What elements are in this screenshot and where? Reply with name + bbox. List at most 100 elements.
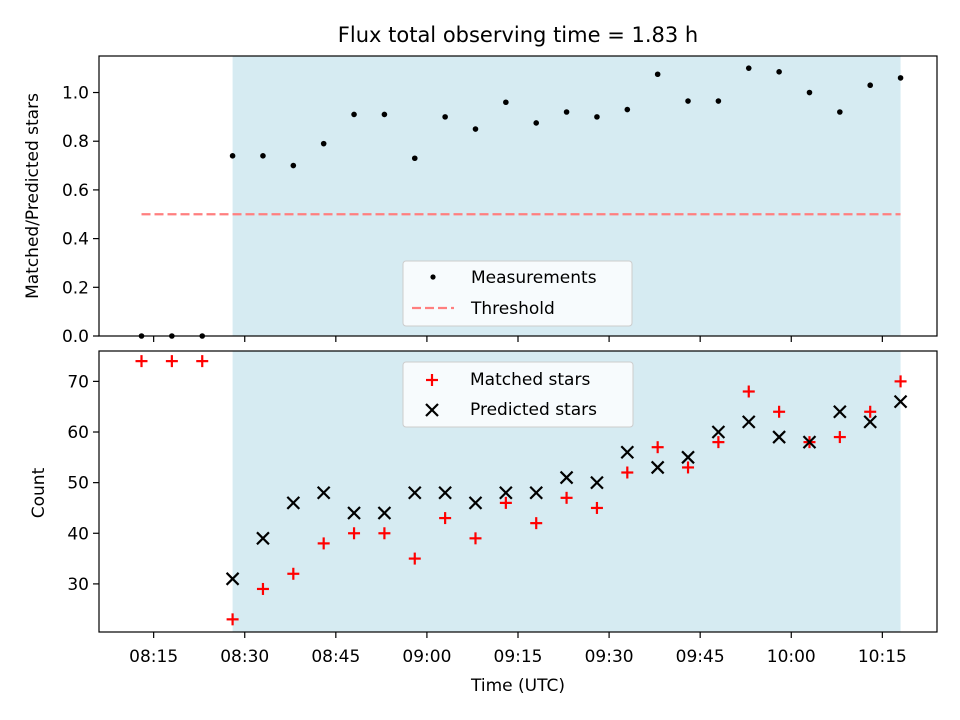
measurement-point bbox=[776, 69, 782, 75]
bottom-y-tick-label: 70 bbox=[67, 372, 89, 392]
matched-star-point bbox=[530, 517, 543, 530]
x-tick-label: 09:00 bbox=[402, 647, 451, 667]
matched-star-point bbox=[560, 491, 573, 504]
top-y-tick-label: 0.0 bbox=[62, 327, 89, 347]
predicted-star-point bbox=[711, 425, 726, 439]
measurement-point bbox=[381, 111, 388, 118]
top-legend: Measurements Threshold bbox=[402, 260, 633, 327]
top-y-tick-label: 0.8 bbox=[62, 132, 89, 152]
matched-star-point bbox=[682, 461, 695, 474]
bottom-legend-box bbox=[402, 361, 634, 428]
top-y-tick-label: 0.4 bbox=[62, 230, 89, 250]
measurement-point bbox=[867, 82, 874, 89]
matched-star-point bbox=[165, 355, 178, 368]
predicted-star-point bbox=[529, 485, 543, 500]
measurement-point bbox=[685, 98, 691, 104]
predicted-star-point bbox=[590, 475, 604, 490]
top-y-tick-label: 1.0 bbox=[62, 84, 89, 104]
top-y-axis-label: Matched/Predicted stars bbox=[23, 93, 43, 299]
matched-star-point bbox=[712, 436, 725, 449]
predicted-star-point bbox=[559, 470, 574, 485]
measurement-point bbox=[837, 109, 843, 115]
predicted-star-point bbox=[650, 460, 665, 475]
measurement-point bbox=[411, 155, 418, 162]
measurement-point bbox=[320, 140, 327, 147]
measurement-point bbox=[745, 65, 752, 71]
legend-measurements-label: Measurements bbox=[471, 268, 597, 288]
predicted-star-point bbox=[347, 506, 361, 520]
predicted-star-point bbox=[438, 485, 452, 500]
matched-star-point bbox=[469, 532, 482, 545]
matched-star-point bbox=[773, 405, 786, 418]
measurement-point bbox=[442, 114, 448, 120]
predicted-star-point bbox=[833, 404, 847, 419]
matched-star-point bbox=[833, 431, 846, 444]
predicted-star-point bbox=[681, 450, 695, 465]
legend-predicted-marker bbox=[425, 403, 439, 417]
top-panel: 0.0 0.2 0.4 0.6 0.8 1.0 Matched/Predicted sta… bbox=[23, 55, 938, 347]
predicted-star-point bbox=[256, 531, 270, 546]
measurement-point bbox=[533, 120, 540, 126]
matched-star-point bbox=[378, 527, 391, 540]
x-tick-label: 10:00 bbox=[767, 647, 816, 667]
legend-measurements-marker bbox=[430, 274, 436, 280]
predicted-star-point bbox=[893, 394, 908, 409]
matched-star-point bbox=[256, 582, 269, 595]
matched-star-point bbox=[439, 512, 452, 525]
x-tick-label: 08:45 bbox=[311, 647, 360, 667]
bottom-y-tick-label: 30 bbox=[67, 575, 89, 595]
predicted-star-point bbox=[772, 430, 786, 444]
x-tick-label: 08:15 bbox=[129, 647, 178, 667]
legend-matched-marker bbox=[426, 374, 438, 386]
x-tick-label: 10:15 bbox=[858, 647, 907, 667]
x-tick-label: 09:15 bbox=[494, 647, 543, 667]
measurement-point bbox=[290, 162, 297, 169]
bottom-legend: Matched stars Predicted stars bbox=[402, 361, 634, 428]
x-axis-label: Time (UTC) bbox=[470, 676, 565, 696]
predicted-star-point bbox=[225, 572, 240, 586]
matched-star-point bbox=[742, 385, 755, 398]
predicted-star-point bbox=[802, 435, 817, 449]
bottom-y-tick-label: 40 bbox=[67, 524, 89, 544]
matched-star-point bbox=[621, 466, 634, 479]
predicted-star-point bbox=[620, 445, 635, 460]
predicted-star-point bbox=[316, 485, 331, 500]
predicted-star-point bbox=[741, 415, 756, 429]
measurement-point bbox=[503, 99, 509, 106]
measurement-point bbox=[715, 98, 722, 104]
measurement-point bbox=[351, 111, 357, 118]
x-tick-label: 09:30 bbox=[585, 647, 634, 667]
matched-star-point bbox=[651, 441, 664, 454]
top-y-tick-label: 0.6 bbox=[62, 181, 89, 201]
measurement-point bbox=[594, 114, 600, 120]
matched-star-point bbox=[348, 527, 361, 540]
legend-matched-label: Matched stars bbox=[470, 370, 590, 390]
matched-star-point bbox=[408, 552, 421, 565]
predicted-star-point bbox=[407, 485, 422, 500]
measurement-point bbox=[654, 71, 661, 78]
matched-star-point bbox=[864, 405, 877, 418]
top-y-tick-label: 0.2 bbox=[62, 278, 89, 298]
chart-title: Flux total observing time = 1.83 h bbox=[338, 23, 698, 47]
predicted-star-point bbox=[499, 485, 513, 500]
measurement-point bbox=[260, 153, 266, 159]
top-plot-frame bbox=[98, 55, 938, 337]
matched-star-point bbox=[226, 613, 239, 626]
matched-star-point bbox=[894, 375, 907, 388]
measurement-point bbox=[897, 75, 904, 81]
matched-star-point bbox=[196, 355, 209, 368]
x-tick-label: 08:30 bbox=[220, 647, 269, 667]
matched-star-point bbox=[590, 501, 603, 514]
matched-star-point bbox=[135, 355, 148, 368]
measurement-point bbox=[563, 109, 570, 115]
bottom-y-tick-label: 50 bbox=[67, 474, 89, 494]
bottom-panel: 30 40 50 60 70 08:15 08:30 08:45 09:00 09:15 09:3… bbox=[29, 350, 938, 696]
bottom-y-axis-label: Count bbox=[29, 467, 49, 518]
legend-threshold-label: Threshold bbox=[470, 299, 555, 319]
predicted-star-point bbox=[468, 496, 483, 510]
legend-predicted-label: Predicted stars bbox=[470, 400, 597, 420]
matched-star-point bbox=[499, 496, 512, 509]
matched-star-point bbox=[317, 537, 330, 550]
measurement-point bbox=[472, 126, 479, 132]
